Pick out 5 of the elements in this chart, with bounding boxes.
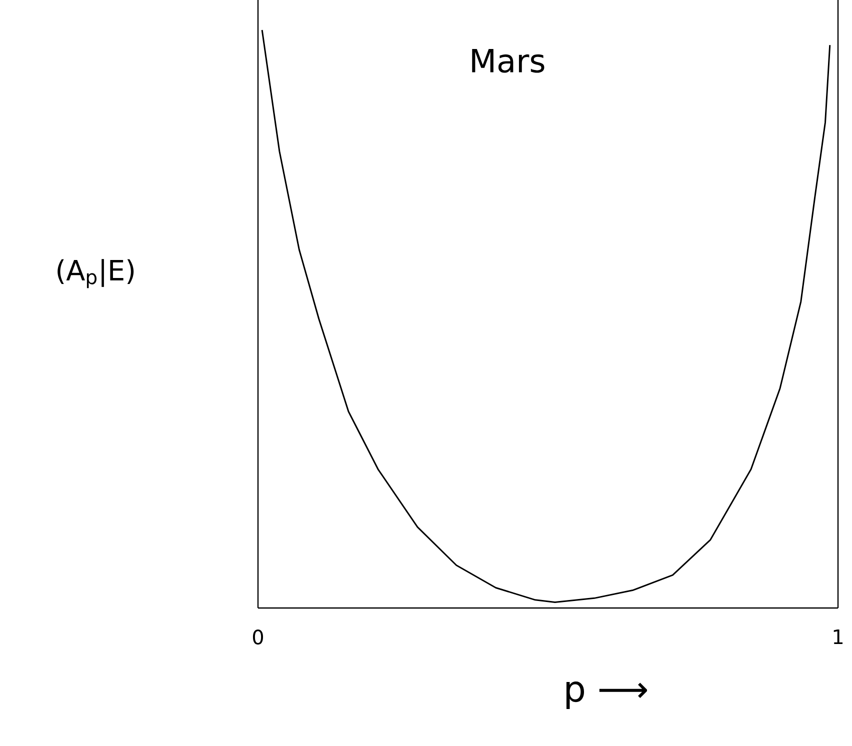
chart-title: Mars	[472, 49, 544, 73]
x-tick-label: 0	[252, 630, 264, 645]
y-axis-title: (A$_{p}$|E)	[58, 259, 134, 288]
x-axis-title: p ⟶	[566, 682, 648, 710]
x-tick-label: 1	[834, 630, 843, 644]
